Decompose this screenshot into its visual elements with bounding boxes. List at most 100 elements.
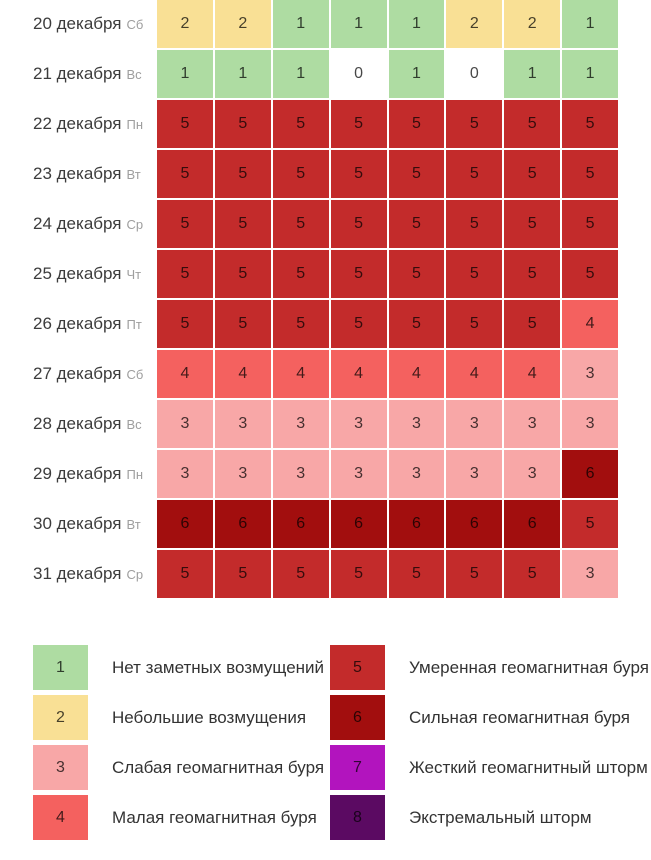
- kp-cell: 3: [446, 400, 503, 448]
- kp-cell: 3: [157, 400, 213, 448]
- legend-label: Слабая геомагнитная буря: [112, 757, 325, 777]
- row-label: 22 декабря Пн: [0, 100, 155, 148]
- row-date: 22 декабря: [33, 114, 122, 133]
- kp-cell: 5: [388, 550, 445, 598]
- row-label: 25 декабря Чт: [0, 250, 155, 298]
- legend-label: Умеренная геомагнитная буря: [409, 657, 649, 677]
- kp-cell: 3: [388, 450, 445, 498]
- row-date: 27 декабря: [33, 364, 122, 383]
- kp-cell: 3: [330, 400, 387, 448]
- kp-cell: 1: [562, 50, 618, 98]
- kp-cell: 5: [446, 200, 503, 248]
- kp-cell: 5: [214, 200, 271, 248]
- kp-cell: 5: [330, 100, 387, 148]
- row-label: 24 декабря Ср: [0, 200, 155, 248]
- legend-left-column: 1 Нет заметных возмущений 2 Небольшие возму…: [33, 645, 324, 840]
- row-weekday: Сб: [126, 366, 144, 382]
- row-weekday: Вт: [126, 516, 141, 532]
- legend-swatch: 1: [33, 645, 88, 690]
- kp-cell: 4: [388, 350, 445, 398]
- kp-cell: 5: [330, 200, 387, 248]
- row-weekday: Пт: [126, 316, 142, 332]
- kp-cell: 5: [504, 550, 561, 598]
- kp-cell: 4: [330, 350, 387, 398]
- kp-cell: 5: [562, 200, 618, 248]
- kp-cell: 5: [157, 250, 213, 298]
- kp-cell: 5: [446, 150, 503, 198]
- kp-cell: 5: [388, 300, 445, 348]
- kp-cell: 2: [504, 0, 561, 48]
- row-label: 29 декабря Пн: [0, 450, 155, 498]
- kp-cell: 5: [562, 250, 618, 298]
- kp-cell: 4: [272, 350, 329, 398]
- row-date: 21 декабря: [33, 64, 122, 83]
- row-weekday: Вс: [126, 416, 142, 432]
- kp-cell: 5: [504, 100, 561, 148]
- kp-cell: 6: [562, 450, 618, 498]
- kp-cell: 5: [272, 150, 329, 198]
- kp-cell: 5: [272, 300, 329, 348]
- row-weekday: Чт: [126, 266, 142, 282]
- kp-cell: 6: [272, 500, 329, 548]
- row-label: 27 декабря Сб: [0, 350, 155, 398]
- kp-cell: 5: [388, 250, 445, 298]
- kp-cell: 5: [214, 150, 271, 198]
- kp-cell: 6: [330, 500, 387, 548]
- forecast-table: 20 декабря Сб 2 2 1 1 1 2 2 1 21 декабря Вс 1 1 1 0 1 0 1 1…: [0, 0, 618, 598]
- kp-cell: 3: [272, 400, 329, 448]
- kp-cell: 5: [157, 150, 213, 198]
- kp-cell: 5: [446, 100, 503, 148]
- kp-cell: 5: [157, 550, 213, 598]
- kp-cell: 3: [562, 400, 618, 448]
- legend-right-column: 5 Умеренная геомагнитная буря 6 Сильная гео…: [330, 645, 649, 840]
- kp-cell: 6: [157, 500, 213, 548]
- legend-label: Экстремальный шторм: [409, 807, 592, 827]
- kp-cell: 1: [388, 0, 445, 48]
- row-label: 28 декабря Вс: [0, 400, 155, 448]
- kp-cell: 0: [446, 50, 503, 98]
- row-date: 26 декабря: [33, 314, 122, 333]
- kp-cell: 3: [504, 450, 561, 498]
- row-weekday: Ср: [126, 566, 144, 582]
- kp-cell: 5: [388, 200, 445, 248]
- kp-cell: 5: [157, 300, 213, 348]
- kp-cell: 5: [446, 300, 503, 348]
- kp-cell: 3: [562, 350, 618, 398]
- kp-cell: 3: [214, 400, 271, 448]
- kp-cell: 5: [562, 100, 618, 148]
- kp-cell: 5: [504, 150, 561, 198]
- row-label: 21 декабря Вс: [0, 50, 155, 98]
- kp-cell: 5: [272, 250, 329, 298]
- legend-label: Жесткий геомагнитный шторм: [409, 757, 648, 777]
- row-weekday: Сб: [126, 16, 144, 32]
- kp-cell: 5: [330, 150, 387, 198]
- kp-cell: 4: [504, 350, 561, 398]
- kp-cell: 1: [388, 50, 445, 98]
- row-date: 31 декабря: [33, 564, 122, 583]
- legend-item: 1 Нет заметных возмущений: [33, 645, 324, 690]
- kp-cell: 0: [330, 50, 387, 98]
- kp-cell: 5: [504, 200, 561, 248]
- kp-cell: 5: [214, 100, 271, 148]
- kp-cell: 5: [504, 300, 561, 348]
- kp-cell: 4: [214, 350, 271, 398]
- kp-cell: 5: [562, 150, 618, 198]
- row-weekday: Вт: [126, 166, 141, 182]
- legend-label: Небольшие возмущения: [112, 707, 307, 727]
- kp-cell: 4: [446, 350, 503, 398]
- kp-cell: 1: [330, 0, 387, 48]
- kp-cell: 5: [388, 150, 445, 198]
- kp-cell: 3: [157, 450, 213, 498]
- row-weekday: Вс: [126, 66, 142, 82]
- row-weekday: Пн: [126, 116, 144, 132]
- kp-cell: 4: [157, 350, 213, 398]
- legend-item: 2 Небольшие возмущения: [33, 695, 324, 740]
- kp-cell: 3: [504, 400, 561, 448]
- row-date: 20 декабря: [33, 14, 122, 33]
- row-date: 24 декабря: [33, 214, 122, 233]
- kp-cell: 6: [504, 500, 561, 548]
- kp-cell: 5: [330, 550, 387, 598]
- kp-cell: 4: [562, 300, 618, 348]
- kp-cell: 5: [214, 250, 271, 298]
- kp-cell: 2: [214, 0, 271, 48]
